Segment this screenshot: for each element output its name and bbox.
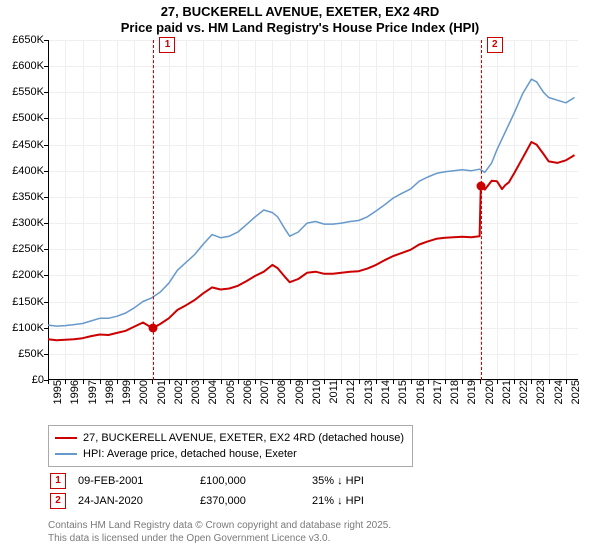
legend: 27, BUCKERELL AVENUE, EXETER, EX2 4RD (d… — [48, 425, 413, 467]
y-axis-label: £600K — [12, 60, 48, 72]
x-axis-label: 2025 — [566, 380, 582, 404]
title-line-1: 27, BUCKERELL AVENUE, EXETER, EX2 4RD — [0, 4, 600, 20]
legend-label: 27, BUCKERELL AVENUE, EXETER, EX2 4RD (d… — [83, 432, 404, 444]
y-axis-label: £400K — [12, 165, 48, 177]
y-axis-label: £100K — [12, 322, 48, 334]
event-badge: 2 — [487, 37, 503, 53]
x-axis-label: 2014 — [376, 380, 392, 404]
x-axis-label: 2024 — [549, 380, 565, 404]
attribution-line-1: Contains HM Land Registry data © Crown c… — [48, 520, 391, 533]
x-axis-label: 2021 — [497, 380, 513, 404]
y-axis-label: £350K — [12, 191, 48, 203]
x-axis-label: 2012 — [341, 380, 357, 404]
sale-delta: 21% ↓ HPI — [312, 492, 374, 510]
y-axis-label: £300K — [12, 217, 48, 229]
y-axis-label: £150K — [12, 296, 48, 308]
x-axis-label: 2022 — [514, 380, 530, 404]
x-axis-label: 1996 — [65, 380, 81, 404]
plot-area: £0£50K£100K£150K£200K£250K£300K£350K£400… — [48, 40, 578, 380]
legend-swatch — [55, 453, 77, 455]
x-axis-label: 2016 — [411, 380, 427, 404]
y-axis-label: £50K — [18, 348, 48, 360]
sales-row: 1 09-FEB-2001£100,00035% ↓ HPI — [50, 472, 374, 490]
x-axis-label: 2018 — [445, 380, 461, 404]
attribution-line-2: This data is licensed under the Open Gov… — [48, 533, 391, 546]
sale-date: 09-FEB-2001 — [78, 472, 198, 490]
series-hpi — [48, 79, 575, 326]
x-axis-label: 2003 — [186, 380, 202, 404]
x-axis-label: 2000 — [134, 380, 150, 404]
y-axis-label: £450K — [12, 139, 48, 151]
title-line-2: Price paid vs. HM Land Registry's House … — [0, 20, 600, 36]
series-price_paid — [48, 142, 575, 340]
attribution: Contains HM Land Registry data © Crown c… — [48, 520, 391, 545]
y-axis-label: £0 — [32, 374, 48, 386]
x-axis-label: 2019 — [462, 380, 478, 404]
legend-label: HPI: Average price, detached house, Exet… — [83, 448, 297, 460]
sale-price: £370,000 — [200, 492, 310, 510]
x-axis-label: 2011 — [324, 380, 340, 404]
x-axis-label: 2023 — [531, 380, 547, 404]
x-axis-label: 2015 — [393, 380, 409, 404]
x-axis-label: 2010 — [307, 380, 323, 404]
x-axis-label: 1999 — [117, 380, 133, 404]
y-axis-label: £200K — [12, 269, 48, 281]
y-axis-label: £550K — [12, 86, 48, 98]
legend-row: 27, BUCKERELL AVENUE, EXETER, EX2 4RD (d… — [55, 430, 404, 446]
sale-marker — [476, 182, 485, 191]
y-axis-label: £250K — [12, 243, 48, 255]
x-axis-label: 2005 — [221, 380, 237, 404]
x-axis-label: 2002 — [169, 380, 185, 404]
sale-price: £100,000 — [200, 472, 310, 490]
series-layer — [48, 40, 578, 380]
x-axis-label: 2004 — [203, 380, 219, 404]
x-axis-label: 1998 — [100, 380, 116, 404]
sales-row: 2 24-JAN-2020£370,00021% ↓ HPI — [50, 492, 374, 510]
sale-marker — [149, 323, 158, 332]
x-axis-label: 1997 — [83, 380, 99, 404]
x-axis-label: 2009 — [290, 380, 306, 404]
sale-badge: 2 — [50, 493, 66, 509]
sale-date: 24-JAN-2020 — [78, 492, 198, 510]
x-axis-label: 2007 — [255, 380, 271, 404]
y-axis-label: £500K — [12, 112, 48, 124]
x-axis-label: 2013 — [359, 380, 375, 404]
x-axis-label: 2008 — [272, 380, 288, 404]
legend-swatch — [55, 437, 77, 439]
x-axis-label: 1995 — [48, 380, 64, 404]
legend-row: HPI: Average price, detached house, Exet… — [55, 446, 404, 462]
sale-delta: 35% ↓ HPI — [312, 472, 374, 490]
event-badge: 1 — [159, 37, 175, 53]
sale-badge: 1 — [50, 473, 66, 489]
x-axis-label: 2001 — [152, 380, 168, 404]
x-axis-label: 2006 — [238, 380, 254, 404]
sales-table: 1 09-FEB-2001£100,00035% ↓ HPI 2 24-JAN-202… — [48, 470, 376, 512]
event-line — [481, 40, 482, 380]
x-axis-label: 2020 — [480, 380, 496, 404]
x-axis-label: 2017 — [428, 380, 444, 404]
y-axis-label: £650K — [12, 34, 48, 46]
chart-title: 27, BUCKERELL AVENUE, EXETER, EX2 4RD Pr… — [0, 0, 600, 37]
